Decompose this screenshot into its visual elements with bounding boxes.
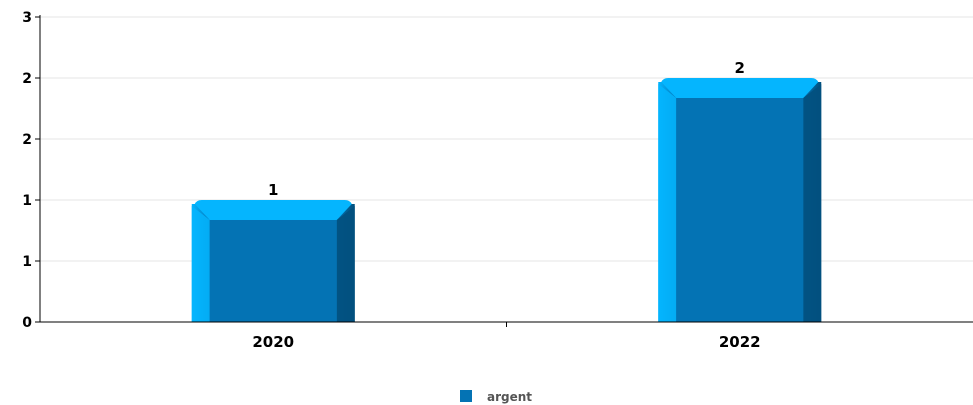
y-tick-label: 3: [22, 10, 32, 26]
bar-value-label: 1: [268, 181, 278, 199]
legend[interactable]: argent: [460, 390, 532, 404]
bar-left-bevel: [191, 206, 210, 322]
bar-left-bevel: [658, 84, 677, 322]
bar-face: [676, 98, 804, 322]
bar-top-bevel: [194, 200, 352, 220]
bar-right-bevel: [336, 206, 355, 322]
bar-top-bevel: [661, 78, 819, 98]
y-tick-label: 0: [22, 315, 32, 331]
axes: [35, 15, 973, 327]
grid-lines: [40, 16, 973, 262]
y-tick-label: 1: [22, 193, 32, 209]
y-tick-label: 1: [22, 254, 32, 270]
y-tick-label: 2: [22, 71, 32, 87]
y-tick-label: 2: [22, 132, 32, 148]
bar-2022[interactable]: [658, 78, 822, 322]
x-tick-label: 2020: [252, 333, 294, 351]
legend-label[interactable]: argent: [487, 390, 532, 404]
x-tick-label: 2022: [719, 333, 761, 351]
bar-face: [209, 220, 337, 322]
bar-value-label: 2: [735, 59, 745, 77]
labels: 0 1 1 2 2 3 1 2020 2 2022: [22, 10, 760, 351]
bars: [191, 78, 822, 322]
legend-swatch[interactable]: [460, 390, 472, 402]
bar-right-bevel: [803, 84, 822, 322]
bar-2020[interactable]: [191, 200, 355, 322]
